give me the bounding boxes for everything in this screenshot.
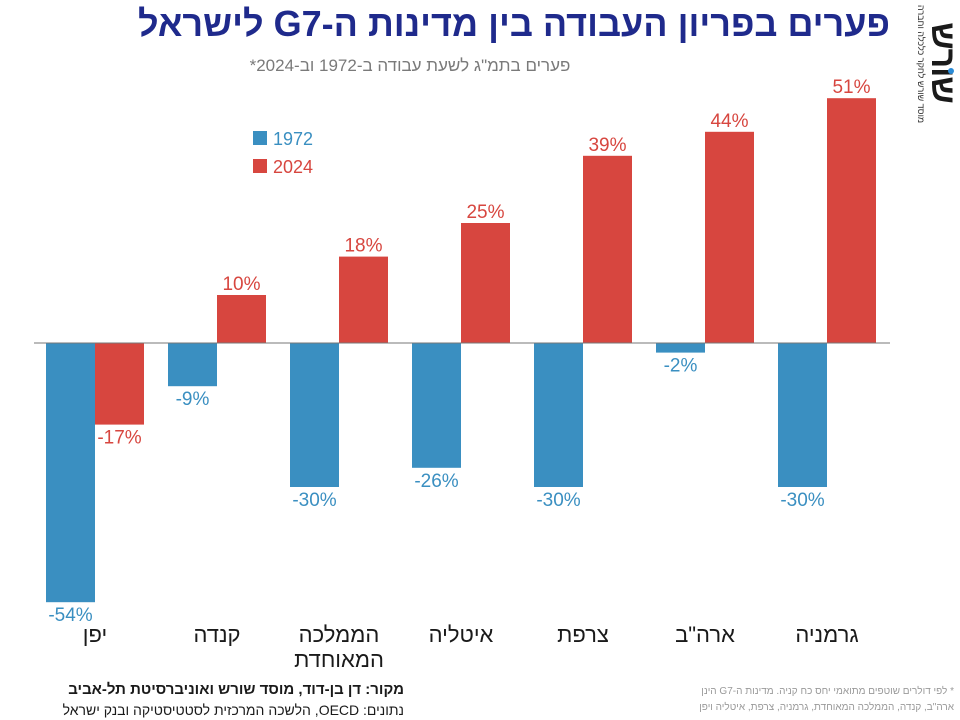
data-label-1972-0: -54% xyxy=(48,605,92,626)
category-label-2-line-1: המאוחדת xyxy=(294,647,384,672)
source-note: מקור: דן בן-דוד, מוסד שורש ואוניברסיטת ת… xyxy=(4,680,404,720)
category-label-2-line-0: הממלכה xyxy=(299,622,380,647)
category-label-6: גרמניה xyxy=(795,622,858,647)
logo-dot-icon xyxy=(948,68,954,74)
data-label-2024-6: 51% xyxy=(832,77,870,98)
bar-1972-0 xyxy=(46,343,95,603)
legend-label-2024: 2024 xyxy=(273,157,313,177)
bar-1972-5 xyxy=(656,343,705,353)
data-label-2024-5: 44% xyxy=(710,111,748,132)
footnote-line-1: * לפי דולרים שוטפים מתואמי יחס כח קניה. … xyxy=(701,686,954,697)
bar-2024-3 xyxy=(461,223,510,343)
category-label-3: איטליה xyxy=(429,622,494,647)
chart-subtitle: פערים בתמ"ג לשעת עבודה ב-1972 וב-2024* xyxy=(249,56,571,75)
bar-2024-1 xyxy=(217,295,266,343)
bar-1972-6 xyxy=(778,343,827,487)
bar-1972-2 xyxy=(290,343,339,487)
bar-2024-0 xyxy=(95,343,144,425)
category-label-4: צרפת xyxy=(557,622,609,647)
category-label-0: יפן xyxy=(83,622,107,647)
source-line: מקור: דן בן-דוד, מוסד שורש ואוניברסיטת ת… xyxy=(68,681,404,698)
data-label-1972-1: -9% xyxy=(176,389,210,410)
footnote: * לפי דולרים שוטפים מתואמי יחס כח קניה. … xyxy=(620,684,954,716)
bar-2024-4 xyxy=(583,155,632,343)
bar-1972-4 xyxy=(534,343,583,487)
footnote-line-2: ארה"ב, קנדה, הממלכה המאוחדת, גרמניה, צרפ… xyxy=(699,702,954,713)
data-label-2024-0: -17% xyxy=(97,428,141,449)
data-label-1972-4: -30% xyxy=(536,490,580,511)
bar-2024-6 xyxy=(827,98,876,343)
category-label-5: ארה"ב xyxy=(675,622,735,647)
bar-2024-2 xyxy=(339,256,388,343)
data-label-2024-2: 18% xyxy=(344,236,382,257)
bar-2024-5 xyxy=(705,131,754,343)
legend-label-1972: 1972 xyxy=(273,129,313,149)
data-label-1972-2: -30% xyxy=(292,490,336,511)
data-label-1972-5: -2% xyxy=(664,356,698,377)
shoresh-logo: מוסד שורש לחקר כלכלה וחברה שורש xyxy=(912,5,960,123)
legend-swatch-2024 xyxy=(253,159,267,173)
bar-1972-3 xyxy=(412,343,461,468)
chart-title: פערים בפריון העבודה בין מדינות ה-G7 לישר… xyxy=(138,3,890,44)
category-label-1: קנדה xyxy=(193,622,240,647)
data-label-1972-6: -30% xyxy=(780,490,824,511)
data-source-line: נתונים: OECD, הלשכה המרכזית לסטטיסטיקה ו… xyxy=(62,702,404,718)
data-label-1972-3: -26% xyxy=(414,471,458,492)
bar-1972-1 xyxy=(168,343,217,387)
legend-swatch-1972 xyxy=(253,131,267,145)
data-label-2024-1: 10% xyxy=(222,274,260,295)
data-label-2024-4: 39% xyxy=(588,135,626,156)
data-label-2024-3: 25% xyxy=(466,202,504,223)
